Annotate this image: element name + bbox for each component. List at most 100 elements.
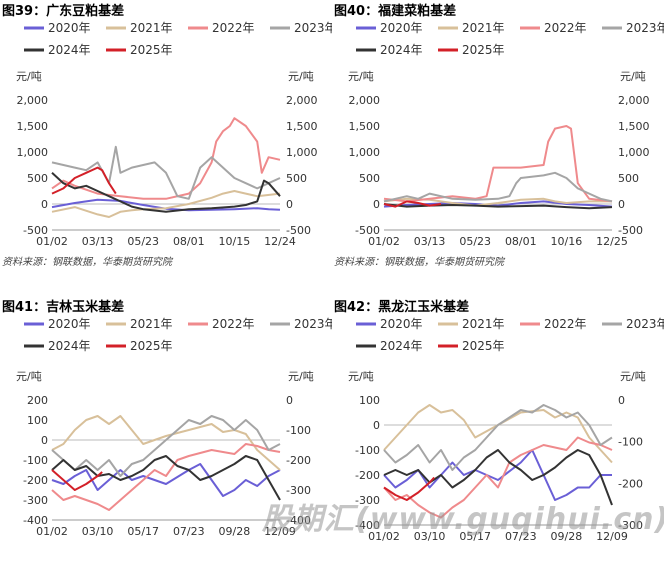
x-tick-label: 08/01	[173, 235, 205, 248]
y-tick-label-right: 0	[286, 198, 293, 211]
y-tick-label-right: 1,500	[286, 120, 318, 133]
legend-label: 2021年	[462, 317, 505, 331]
chart-panel-fujian-rapeseedmeal: 图40：福建菜粕基差 2020年 2021年 2022年 2023年 2024年 2025年…	[334, 0, 664, 270]
y-tick-label: 1,000	[17, 146, 49, 159]
y-tick-label: 500	[359, 172, 380, 185]
y-tick-label-right: 0	[286, 394, 293, 407]
y-tick-label-right: -200	[286, 454, 311, 467]
x-tick-label: 03/13	[82, 235, 114, 248]
x-tick-label: 03/10	[82, 525, 114, 538]
legend-label: 2024年	[380, 43, 423, 57]
legend-label: 2022年	[544, 21, 587, 35]
y-tick-label: -200	[23, 474, 48, 487]
y-tick-label-right: 1,000	[286, 146, 318, 159]
y-tick-label-right: 0	[618, 198, 625, 211]
legend-label: 2023年	[294, 317, 332, 331]
y-tick-label: -200	[355, 469, 380, 482]
x-tick-label: 05/17	[127, 525, 159, 538]
y-tick-label-right: 500	[618, 172, 639, 185]
y-tick-label-right: 500	[286, 172, 307, 185]
y-tick-label-right: -100	[286, 424, 311, 437]
right-axis-unit: 元/吨	[620, 70, 646, 83]
left-axis-unit: 元/吨	[16, 70, 42, 83]
y-tick-label: 100	[359, 394, 380, 407]
y-tick-label: -100	[355, 444, 380, 457]
legend-label: 2025年	[462, 43, 505, 57]
y-tick-label: 2,000	[17, 94, 49, 107]
x-tick-label: 01/02	[36, 235, 68, 248]
legend-label: 2022年	[544, 317, 587, 331]
chart-svg-fujian-rapeseedmeal: 图40：福建菜粕基差 2020年 2021年 2022年 2023年 2024年 2025年…	[334, 0, 664, 270]
legend-label: 2024年	[380, 339, 423, 353]
y-tick-label: -100	[23, 454, 48, 467]
right-axis-unit: 元/吨	[620, 370, 646, 383]
legend-label: 2021年	[130, 21, 173, 35]
y-tick-label: -300	[23, 494, 48, 507]
chart-title: 图39：广东豆粕基差	[2, 3, 124, 19]
y-tick-label-right: 2,000	[618, 94, 650, 107]
series-line	[384, 126, 612, 201]
x-tick-label: 07/23	[173, 525, 205, 538]
y-tick-label-right: 2,000	[286, 94, 318, 107]
x-tick-label: 10/16	[551, 235, 583, 248]
y-tick-label: 1,000	[349, 146, 381, 159]
series-line	[52, 464, 280, 496]
legend-label: 2020年	[380, 317, 423, 331]
y-tick-label-right: 0	[618, 394, 625, 407]
legend-label: 2025年	[130, 339, 173, 353]
legend-label: 2022年	[212, 317, 255, 331]
y-tick-label: 2,000	[349, 94, 381, 107]
y-tick-label-right: -200	[618, 477, 643, 490]
series-line	[52, 456, 280, 500]
x-tick-label: 05/23	[459, 235, 491, 248]
legend-label: 2025年	[130, 43, 173, 57]
right-axis-unit: 元/吨	[288, 70, 314, 83]
chart-panel-guangdong-soymeal: 图39：广东豆粕基差 2020年 2021年 2022年 2023年 2024年 2025年…	[2, 0, 332, 270]
legend-label: 2023年	[294, 21, 332, 35]
x-tick-label: 12/25	[596, 235, 628, 248]
y-tick-label: 0	[373, 198, 380, 211]
y-tick-label-right: 1,000	[618, 146, 650, 159]
legend-label: 2022年	[212, 21, 255, 35]
legend-label: 2024年	[48, 339, 91, 353]
chart-title: 图42：黑龙江玉米基差	[334, 299, 469, 315]
y-tick-label-right: 1,500	[618, 120, 650, 133]
series-line	[52, 444, 280, 510]
legend-label: 2021年	[462, 21, 505, 35]
left-axis-unit: 元/吨	[348, 70, 374, 83]
chart-svg-guangdong-soymeal: 图39：广东豆粕基差 2020年 2021年 2022年 2023年 2024年 2025年…	[2, 0, 332, 270]
legend-label: 2025年	[462, 339, 505, 353]
y-tick-label: 0	[373, 419, 380, 432]
y-tick-label: 0	[41, 434, 48, 447]
legend-label: 2023年	[626, 21, 664, 35]
y-tick-label: 200	[27, 394, 48, 407]
y-tick-label: 1,500	[349, 120, 381, 133]
chart-title: 图40：福建菜粕基差	[334, 3, 456, 19]
x-tick-label: 03/13	[414, 235, 446, 248]
x-tick-label: 08/01	[505, 235, 537, 248]
x-tick-label: 01/02	[368, 235, 400, 248]
x-tick-label: 01/02	[36, 525, 68, 538]
y-tick-label: 0	[41, 198, 48, 211]
chart-title: 图41：吉林玉米基差	[2, 299, 124, 315]
legend-label: 2020年	[380, 21, 423, 35]
source-note: 资料来源：钢联数据，华泰期货研究院	[2, 256, 174, 268]
y-tick-label: 500	[27, 172, 48, 185]
left-axis-unit: 元/吨	[348, 370, 374, 383]
watermark: 股期汇(www.guqihui.cn)	[262, 494, 662, 536]
x-tick-label: 05/23	[127, 235, 159, 248]
series-line	[52, 173, 280, 212]
legend-label: 2023年	[626, 317, 664, 331]
x-tick-label: 12/24	[264, 235, 296, 248]
legend-label: 2024年	[48, 43, 91, 57]
legend-label: 2021年	[130, 317, 173, 331]
left-axis-unit: 元/吨	[16, 370, 42, 383]
legend-label: 2020年	[48, 317, 91, 331]
right-axis-unit: 元/吨	[288, 370, 314, 383]
legend-label: 2020年	[48, 21, 91, 35]
y-tick-label: 1,500	[17, 120, 49, 133]
y-tick-label-right: -100	[618, 436, 643, 449]
y-tick-label: 100	[27, 414, 48, 427]
x-tick-label: 10/15	[219, 235, 251, 248]
source-note: 资料来源：钢联数据，华泰期货研究院	[334, 256, 506, 268]
